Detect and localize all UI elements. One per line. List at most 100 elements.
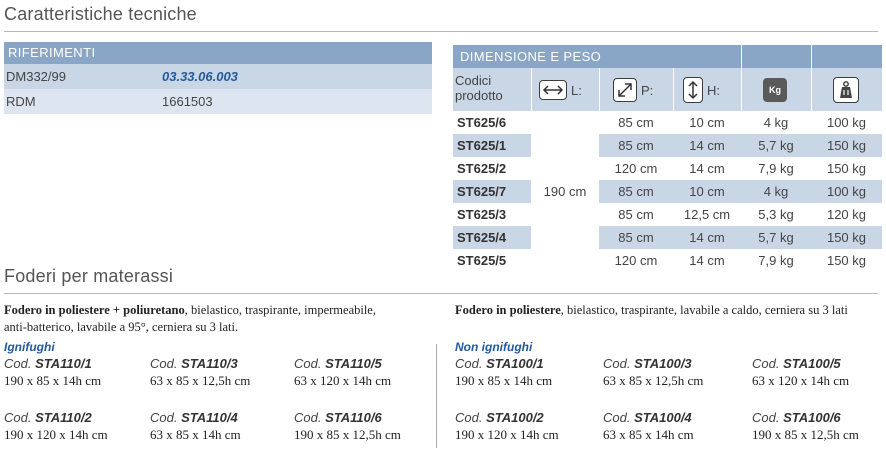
col-L-label: L: [571, 82, 582, 98]
cover-dims: 63 x 120 x 14h cm [752, 373, 850, 388]
section-divider [4, 293, 878, 294]
cover-dims: 63 x 120 x 14h cm [294, 373, 392, 388]
dimensione-peso-table: DIMENSIONE E PESO Codici prodotto L: P: [453, 45, 882, 272]
cover-dims: 63 x 85 x 12,5h cm [150, 373, 251, 388]
depth-value: 85 cm [618, 184, 654, 199]
col-length: L: [539, 76, 582, 104]
dimensione-header-label: DIMENSIONE E PESO [460, 49, 602, 64]
cover-dims: 190 x 120 x 14h cm [4, 427, 108, 442]
category-non-ignifughi: Non ignifughi [455, 340, 533, 354]
col-height: H: [683, 76, 720, 104]
riferimenti-header: RIFERIMENTI [4, 42, 432, 64]
product-code: ST625/2 [457, 161, 507, 176]
list-item: Cod. STA110/4 63 x 85 x 14h cm [150, 410, 241, 442]
ref-label: RDM [6, 94, 36, 109]
table-row: RDM 1661503 [4, 89, 432, 114]
cover-code: STA110/4 [181, 410, 238, 425]
product-code: ST625/5 [457, 253, 507, 268]
depth-value: 85 cm [618, 115, 654, 130]
cover-dims: 190 x 85 x 12,5h cm [752, 427, 859, 442]
table-row: ST625/7 85 cm 10 cm 4 kg 100 kg [453, 180, 882, 203]
table-row: ST625/3 85 cm 12,5 cm 5,3 kg 120 kg [453, 203, 882, 226]
vertical-arrow-icon [683, 77, 703, 103]
fodero-left-description: Fodero in poliestere + poliuretano, biel… [4, 303, 376, 334]
max-load-value: 100 kg [826, 115, 867, 130]
list-item: Cod. STA100/6 190 x 85 x 12,5h cm [752, 410, 859, 442]
product-code: ST625/4 [457, 230, 507, 245]
weight-value: 5,3 kg [758, 207, 794, 222]
column-divider [436, 344, 437, 448]
table-row: ST625/5 120 cm 14 cm 7,9 kg 150 kg [453, 249, 882, 272]
cover-dims: 63 x 85 x 12,5h cm [603, 373, 704, 388]
weight-kg-icon: Kg [763, 78, 787, 102]
cover-code: STA100/3 [634, 356, 692, 371]
max-load-weight-icon [833, 77, 859, 103]
max-load-value: 150 kg [826, 161, 867, 176]
ref-label: DM332/99 [6, 69, 66, 84]
max-load-value: 150 kg [826, 253, 867, 268]
section-title-foderi: Foderi per materassi [4, 266, 174, 286]
list-item: Cod. STA110/5 63 x 120 x 14h cm [294, 356, 392, 388]
table-row: ST625/4 85 cm 14 cm 5,7 kg 150 kg [453, 226, 882, 249]
dimensione-header: DIMENSIONE E PESO [453, 45, 882, 68]
cover-dims: 63 x 85 x 14h cm [603, 427, 694, 442]
table-row: ST625/2 120 cm 14 cm 7,9 kg 150 kg [453, 157, 882, 180]
depth-value: 85 cm [618, 138, 654, 153]
depth-value: 85 cm [618, 207, 654, 222]
depth-value: 120 cm [614, 161, 658, 176]
diagonal-arrow-icon [613, 78, 637, 102]
cover-dims: 190 x 120 x 14h cm [455, 427, 559, 442]
cover-code: STA110/6 [325, 410, 382, 425]
length-value: 190 cm [543, 184, 587, 199]
height-value: 10 cm [689, 115, 725, 130]
fodero-right-description: Fodero in poliestere, bielastico, traspi… [455, 303, 848, 317]
weight-value: 5,7 kg [758, 138, 794, 153]
weight-value: 7,9 kg [758, 161, 794, 176]
section-divider [4, 31, 878, 32]
max-load-value: 150 kg [826, 138, 867, 153]
ref-value: 1661503 [162, 94, 213, 109]
col-max-load [833, 76, 859, 104]
height-value: 14 cm [689, 230, 725, 245]
cover-dims: 190 x 85 x 12,5h cm [294, 427, 401, 442]
col-H-label: H: [707, 82, 720, 98]
cover-dims: 190 x 85 x 14h cm [4, 373, 102, 388]
cover-code: STA100/6 [783, 410, 841, 425]
col-depth: P: [613, 76, 653, 104]
product-code: ST625/7 [457, 184, 507, 199]
length-arrow-icon [539, 80, 567, 100]
cover-code: STA110/2 [35, 410, 92, 425]
height-value: 14 cm [689, 138, 725, 153]
dimensione-body: ST625/6 85 cm 10 cm 4 kg 100 kg ST625/1 … [453, 111, 882, 272]
category-ignifughi: Ignifughi [4, 340, 55, 354]
cover-code: STA100/2 [486, 410, 544, 425]
list-item: Cod. STA110/3 63 x 85 x 12,5h cm [150, 356, 251, 388]
cover-code: STA110/5 [325, 356, 382, 371]
product-code: ST625/3 [457, 207, 507, 222]
table-row: ST625/6 85 cm 10 cm 4 kg 100 kg [453, 111, 882, 134]
list-item: Cod. STA110/6 190 x 85 x 12,5h cm [294, 410, 401, 442]
list-item: Cod. STA100/3 63 x 85 x 12,5h cm [603, 356, 704, 388]
max-load-value: 100 kg [826, 184, 867, 199]
cover-code: STA100/4 [634, 410, 692, 425]
weight-value: 7,9 kg [758, 253, 794, 268]
cover-code: STA110/3 [181, 356, 238, 371]
depth-value: 85 cm [618, 230, 654, 245]
height-value: 14 cm [689, 161, 725, 176]
table-row: DM332/99 03.33.06.003 [4, 64, 432, 89]
height-value: 12,5 cm [683, 207, 731, 222]
riferimenti-table: RIFERIMENTI DM332/99 03.33.06.003 RDM 16… [4, 42, 432, 114]
weight-value: 5,7 kg [758, 230, 794, 245]
weight-value: 4 kg [763, 115, 789, 130]
depth-value: 120 cm [614, 253, 658, 268]
product-code: ST625/1 [457, 138, 507, 153]
list-item: Cod. STA100/2 190 x 120 x 14h cm [455, 410, 559, 442]
list-item: Cod. STA100/5 63 x 120 x 14h cm [752, 356, 850, 388]
list-item: Cod. STA110/1 190 x 85 x 14h cm [4, 356, 102, 388]
cover-dims: 190 x 85 x 14h cm [455, 373, 553, 388]
cover-code: STA100/5 [783, 356, 841, 371]
height-value: 10 cm [689, 184, 725, 199]
col-P-label: P: [641, 82, 654, 98]
max-load-value: 150 kg [826, 230, 867, 245]
dimensione-subheader: Codici prodotto L: P: H: Kg [453, 68, 882, 111]
